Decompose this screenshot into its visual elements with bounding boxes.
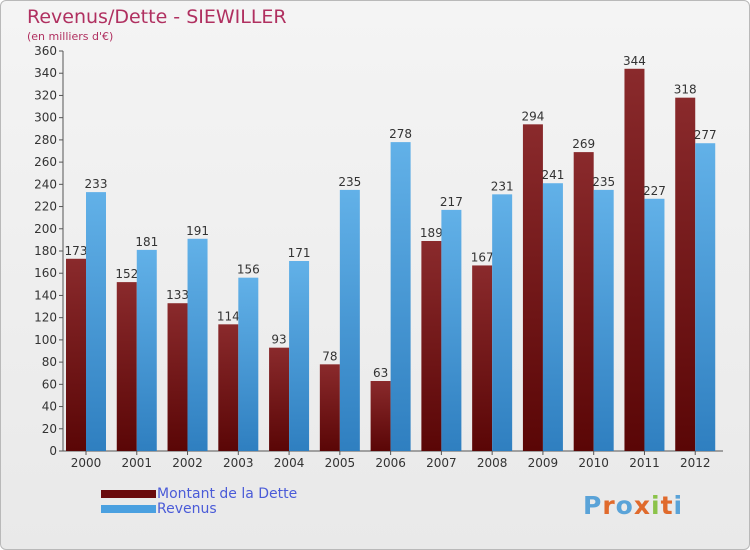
y-tick-label: 260 <box>34 155 57 169</box>
legend-label-revenus: Revenus <box>157 501 217 517</box>
data-label: 181 <box>135 235 158 249</box>
data-label: 173 <box>65 244 88 258</box>
proxiti-logo: Proxiti <box>583 491 684 520</box>
y-tick-label: 280 <box>34 133 57 147</box>
y-tick-label: 300 <box>34 111 57 125</box>
x-tick-label: 2008 <box>477 456 508 470</box>
x-tick-label: 2002 <box>172 456 203 470</box>
data-label: 217 <box>440 195 463 209</box>
x-tick-label: 2011 <box>629 456 660 470</box>
y-tick-label: 80 <box>42 355 57 369</box>
data-label: 156 <box>237 263 260 277</box>
y-tick-label: 140 <box>34 288 57 302</box>
bar-revenus <box>644 198 665 451</box>
x-tick-label: 2005 <box>325 456 356 470</box>
x-tick-label: 2009 <box>528 456 559 470</box>
y-tick-label: 180 <box>34 244 57 258</box>
bar-revenus <box>289 261 310 451</box>
y-tick-label: 0 <box>49 444 57 458</box>
legend-label-debt: Montant de la Dette <box>157 486 298 502</box>
data-label: 93 <box>271 333 286 347</box>
data-label: 241 <box>541 168 564 182</box>
x-tick-label: 2010 <box>578 456 609 470</box>
data-label: 233 <box>85 177 108 191</box>
y-tick-label: 120 <box>34 311 57 325</box>
data-label: 133 <box>166 288 189 302</box>
data-label: 152 <box>115 267 138 281</box>
y-tick-label: 320 <box>34 88 57 102</box>
bar-revenus <box>390 142 411 451</box>
bar-revenus <box>492 194 513 452</box>
bar-revenus <box>441 209 462 451</box>
x-tick-label: 2001 <box>121 456 152 470</box>
chart-subtitle: (en milliers d'€) <box>27 30 114 43</box>
data-label: 171 <box>288 246 311 260</box>
bar-dette <box>624 68 645 452</box>
data-label: 227 <box>643 184 666 198</box>
bar-dette <box>522 124 543 451</box>
data-label: 231 <box>491 179 514 193</box>
bar-dette <box>66 258 86 451</box>
y-tick-label: 240 <box>34 177 57 191</box>
bar-revenus <box>339 189 360 451</box>
bar-revenus <box>86 192 106 451</box>
x-tick-label: 2000 <box>71 456 102 470</box>
bar-revenus <box>695 143 716 451</box>
data-label: 167 <box>471 250 494 264</box>
data-label: 318 <box>674 83 697 97</box>
y-tick-label: 160 <box>34 266 57 280</box>
bar-chart: 0 20 40 60 80 100 120 140 160 180 200 220 240 260 280 3… <box>34 44 723 470</box>
bar-dette <box>167 303 188 451</box>
bar-revenus <box>187 238 208 451</box>
bar-dette <box>116 282 137 451</box>
data-label: 294 <box>521 109 544 123</box>
x-tick-label: 2006 <box>375 456 406 470</box>
bar-dette <box>319 364 340 451</box>
bar-dette <box>573 152 594 451</box>
bar-dette <box>421 241 442 451</box>
data-label: 277 <box>694 128 717 142</box>
bar-revenus <box>542 183 563 451</box>
bar-dette <box>218 324 239 451</box>
y-tick-label: 340 <box>34 66 57 80</box>
bar-revenus <box>593 189 614 451</box>
data-label: 114 <box>217 309 240 323</box>
y-tick-label: 20 <box>42 422 57 436</box>
data-label: 63 <box>373 366 388 380</box>
bar-revenus <box>136 249 157 451</box>
data-label: 78 <box>322 349 337 363</box>
x-tick-label: 2007 <box>426 456 457 470</box>
bar-dette <box>370 381 391 451</box>
x-tick-label: 2003 <box>223 456 254 470</box>
data-label: 278 <box>389 127 412 141</box>
data-label: 269 <box>572 137 595 151</box>
y-tick-label: 100 <box>34 333 57 347</box>
data-label: 235 <box>592 175 615 189</box>
bar-dette <box>675 97 696 452</box>
data-label: 235 <box>338 175 361 189</box>
bar-dette <box>269 347 290 451</box>
x-tick-label: 2012 <box>680 456 711 470</box>
y-tick-label: 220 <box>34 200 57 214</box>
y-tick-label: 60 <box>42 377 57 391</box>
x-tick-label: 2004 <box>274 456 305 470</box>
bar-dette <box>472 265 493 451</box>
chart-title: Revenus/Dette - SIEWILLER <box>27 6 287 28</box>
y-tick-label: 200 <box>34 222 57 236</box>
bar-revenus <box>238 277 259 451</box>
y-tick-label: 360 <box>34 44 57 58</box>
legend-swatch-debt <box>101 490 156 498</box>
data-label: 189 <box>420 226 443 240</box>
y-tick-label: 40 <box>42 400 57 414</box>
data-label: 344 <box>623 54 646 68</box>
data-label: 191 <box>186 224 209 238</box>
legend-swatch-revenus <box>101 505 156 513</box>
